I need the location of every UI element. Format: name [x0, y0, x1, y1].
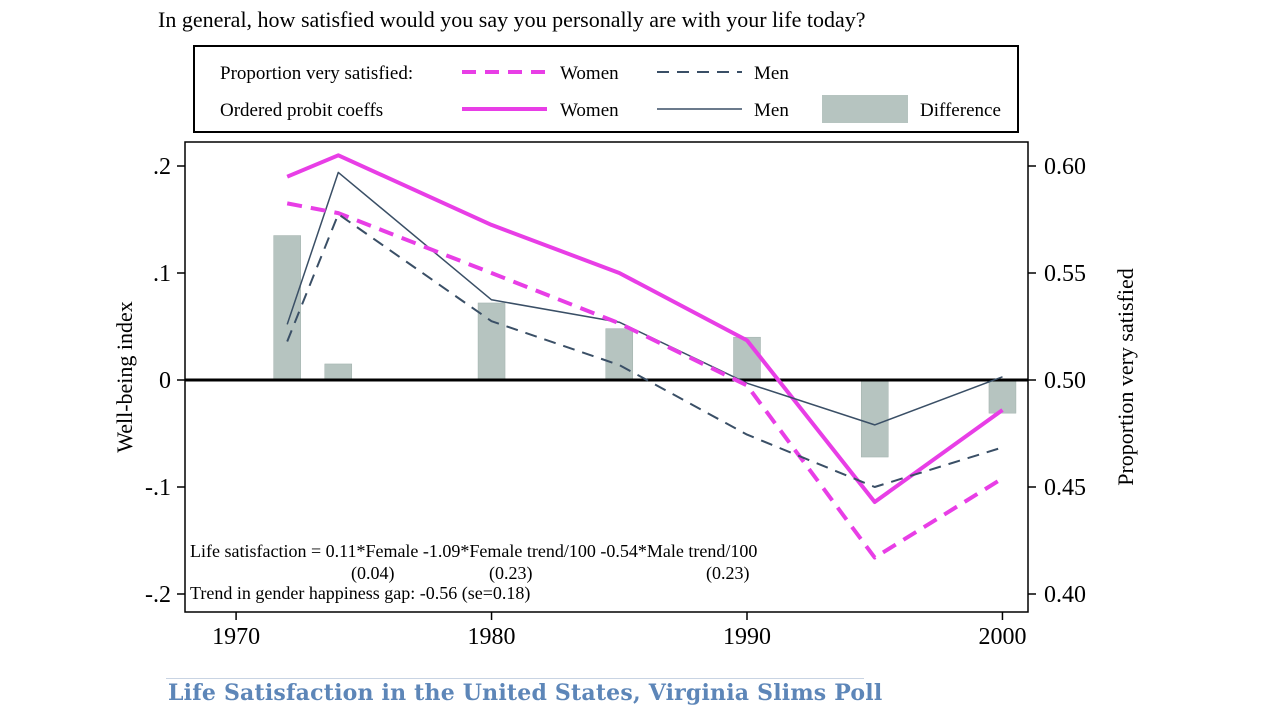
difference-bar-1972 — [273, 235, 301, 381]
y-axis-right-title: Proportion very satisfied — [1113, 268, 1138, 486]
figure-caption: Life Satisfaction in the United States, … — [168, 680, 883, 706]
x-tick-label: 1990 — [723, 624, 771, 650]
y-left-tick-label: 0 — [159, 368, 171, 394]
legend-women-label-row1: Women — [560, 63, 619, 84]
legend-men-label-row1: Men — [754, 63, 789, 84]
series-line-2 — [286, 201, 1004, 560]
legend-row2-label: Ordered probit coeffs — [220, 100, 383, 121]
difference-bar-1985 — [605, 328, 634, 381]
difference-bar-1980 — [477, 302, 506, 381]
legend-difference-swatch — [822, 95, 908, 123]
chart-title: In general, how satisfied would you say … — [158, 7, 865, 32]
y-left-tick-label: .2 — [153, 154, 171, 180]
x-tick-label: 2000 — [978, 624, 1026, 650]
difference-bar-1995 — [860, 379, 889, 458]
y-left-tick-label: -.1 — [145, 475, 171, 501]
legend: Proportion very satisfied: Women Men Ord… — [193, 45, 1019, 133]
series-line-3 — [286, 213, 1003, 488]
y-right-tick-label: 0.40 — [1044, 582, 1086, 608]
x-tick-label: 1970 — [212, 624, 260, 650]
y-left-tick-label: -.2 — [145, 582, 171, 608]
legend-row1-label: Proportion very satisfied: — [220, 63, 413, 84]
se-male-trend: (0.23) — [706, 563, 750, 584]
equation-annotation: Life satisfaction = 0.11*Female -1.09*Fe… — [190, 541, 757, 604]
legend-men-label-row2: Men — [754, 100, 789, 121]
difference-bar-1974 — [324, 363, 353, 381]
axes: -.2 -.1 0 .1 .2 0.40 0.45 0.50 0.55 0.60 1970 1980 1… — [145, 154, 1086, 650]
y-right-tick-label: 0.60 — [1044, 154, 1086, 180]
caption-rule — [166, 678, 864, 679]
plot-frame — [184, 141, 1029, 613]
x-tick-label: 1980 — [468, 624, 516, 650]
se-female-trend: (0.23) — [489, 563, 533, 584]
gap-trend-line: Trend in gender happiness gap: -0.56 (se… — [190, 583, 530, 604]
legend-women-label-row2: Women — [560, 100, 619, 121]
equation-line: Life satisfaction = 0.11*Female -1.09*Fe… — [190, 541, 757, 561]
difference-bar-1990 — [733, 336, 761, 381]
difference-bars — [273, 235, 1017, 458]
legend-difference-label: Difference — [920, 100, 1001, 121]
series-lines — [286, 153, 1004, 560]
series-line-0 — [286, 153, 1004, 504]
y-axis-left-title: Well-being index — [112, 301, 137, 453]
y-right-tick-label: 0.45 — [1044, 475, 1086, 501]
y-left-tick-label: .1 — [153, 261, 171, 287]
series-line-1 — [286, 171, 1003, 426]
difference-bar-2000 — [988, 379, 1017, 414]
y-right-tick-label: 0.50 — [1044, 368, 1086, 394]
y-right-tick-label: 0.55 — [1044, 261, 1086, 287]
se-female: (0.04) — [351, 563, 395, 584]
